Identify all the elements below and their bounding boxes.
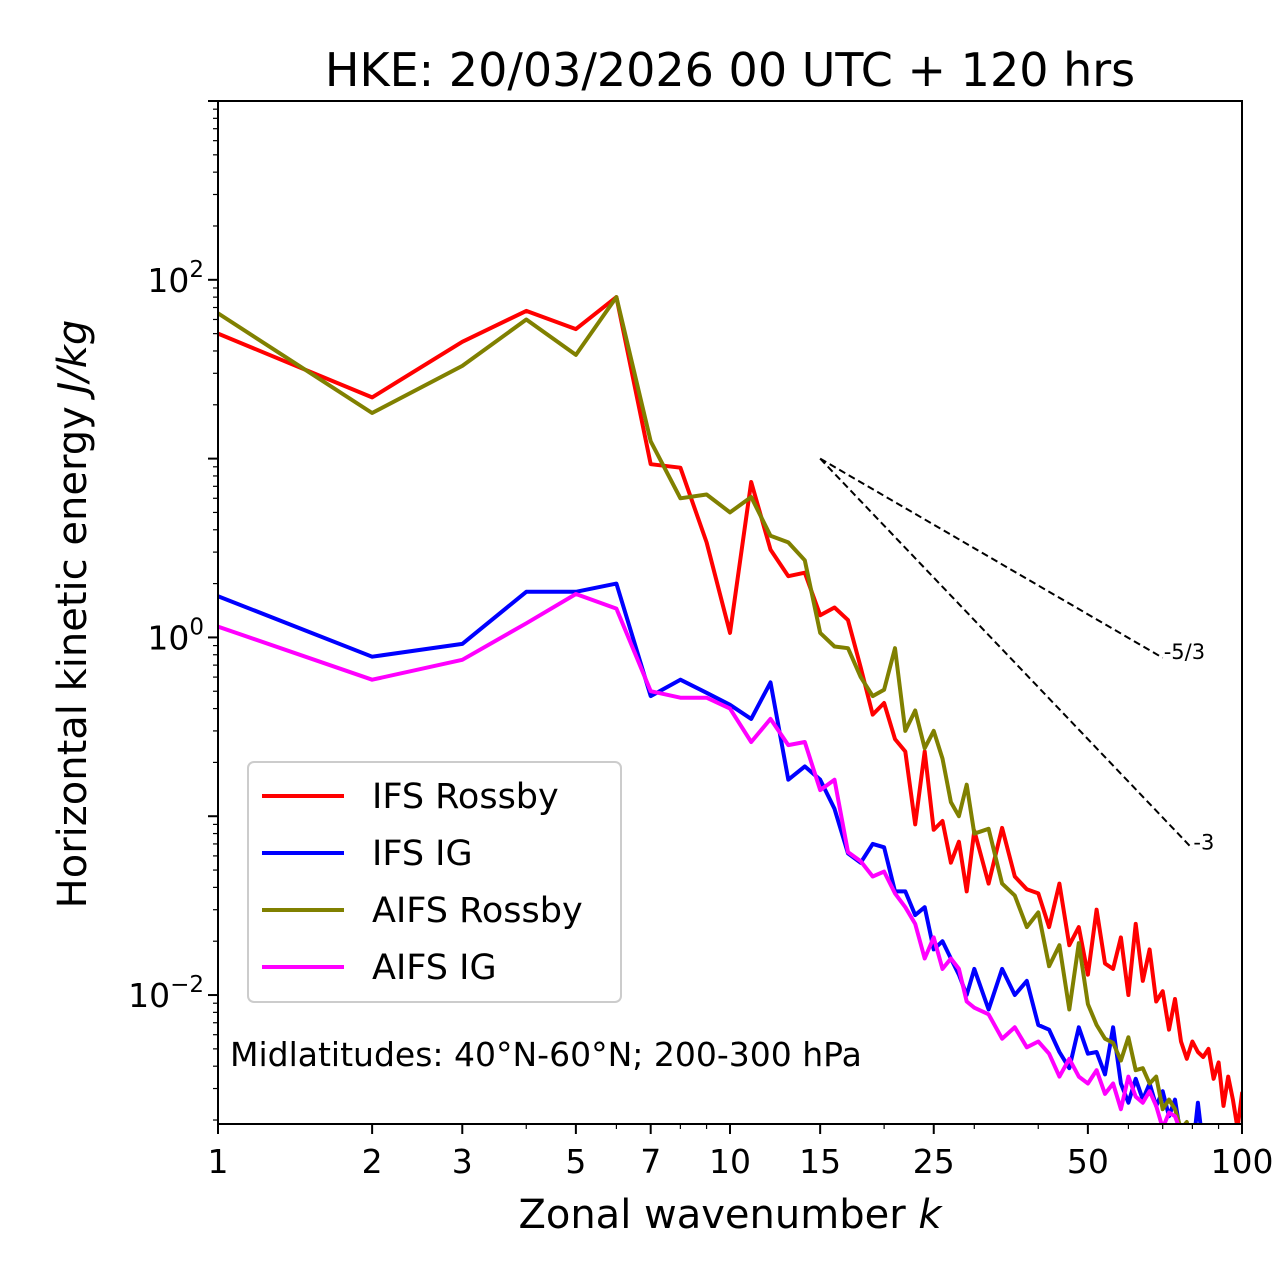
legend-label: IFS Rossby: [372, 777, 559, 817]
legend-label: AIFS Rossby: [372, 891, 583, 931]
series-line-ifs-ig: [218, 581, 1203, 1124]
region-annotation: Midlatitudes: 40°N-60°N; 200-300 hPa: [230, 1035, 862, 1074]
reference-slope-line: [819, 457, 1194, 850]
reference-slope-line: [819, 457, 1164, 659]
y-axis: 102 100 10−2: [128, 100, 218, 1121]
y-tick-label: 100: [147, 614, 204, 657]
x-tick-label: 10: [709, 1142, 751, 1181]
x-tick-label: 5: [565, 1142, 586, 1181]
slope-labels: -5/3 -3: [1164, 640, 1215, 855]
x-tick-label: 50: [1067, 1142, 1109, 1181]
legend-item-aifs-ig: AIFS IG: [262, 948, 497, 988]
legend-item-aifs-rossby: AIFS Rossby: [262, 891, 583, 931]
x-tick-label: 15: [799, 1142, 841, 1181]
legend-label: AIFS IG: [372, 948, 497, 988]
x-tick-label: 2: [362, 1142, 383, 1181]
y-tick-label: 10−2: [128, 972, 204, 1015]
reference-slope-label: -5/3: [1164, 640, 1205, 664]
legend-box: [247, 761, 622, 1003]
x-tick-label: 100: [1211, 1142, 1274, 1181]
legend-label: IFS IG: [372, 834, 473, 874]
series-lines: [218, 295, 1242, 1124]
y-tick-label: 102: [147, 257, 204, 300]
reference-slope-label: -3: [1193, 831, 1214, 855]
chart-title: HKE: 20/03/2026 00 UTC + 120 hrs: [325, 43, 1135, 97]
x-tick-label: 25: [913, 1142, 955, 1181]
x-axis-label: Zonal wavenumber k: [518, 1192, 943, 1238]
x-axis: 1 2 3 5 7 10 15 25 50 100: [208, 1124, 1274, 1181]
x-tick-label: 7: [640, 1142, 661, 1181]
legend: IFS Rossby IFS IG AIFS Rossby AIFS IG: [247, 761, 622, 1003]
legend-item-ifs-rossby: IFS Rossby: [262, 777, 559, 817]
x-tick-label: 1: [208, 1142, 229, 1181]
x-tick-label: 3: [452, 1142, 473, 1181]
reference-slopes: [819, 457, 1194, 850]
legend-item-ifs-ig: IFS IG: [262, 834, 473, 874]
series-line-aifs-rossby: [218, 295, 1190, 1124]
y-axis-label: Horizontal kinetic energy J/kg: [50, 320, 96, 909]
series-line-aifs-ig: [218, 592, 1180, 1124]
